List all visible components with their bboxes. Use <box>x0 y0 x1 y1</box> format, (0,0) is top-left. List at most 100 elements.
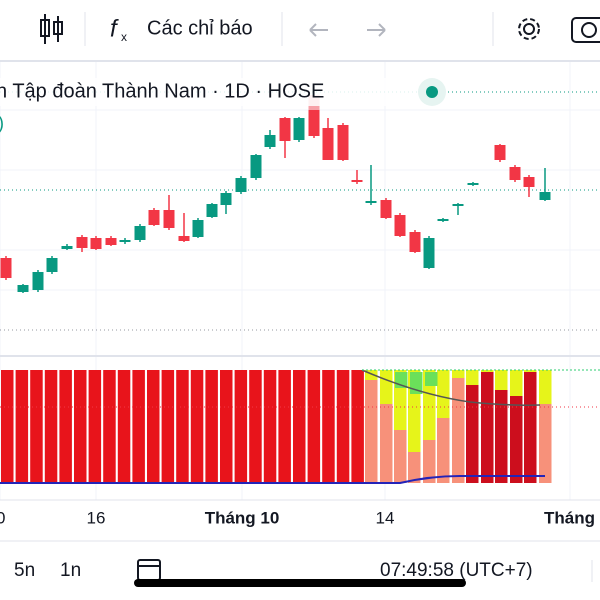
candle-body <box>308 110 320 136</box>
indicator-bar <box>394 430 407 483</box>
indicator-bar <box>117 370 131 483</box>
indicator-bar <box>380 404 393 483</box>
candle-body <box>76 237 88 248</box>
chart-type-button[interactable] <box>40 14 63 44</box>
legend-bg <box>0 78 420 106</box>
snapshot-button[interactable] <box>571 17 600 43</box>
indicator-bar <box>481 372 494 483</box>
time-label: 14 <box>376 508 395 527</box>
candle-body <box>337 125 349 160</box>
indicator-bar <box>220 370 233 483</box>
candle-body <box>46 258 58 272</box>
candles <box>0 95 551 293</box>
candle-body <box>119 240 131 242</box>
indicator-bar <box>176 370 189 483</box>
indicator-bar-top <box>510 370 523 396</box>
indicator-bar-top <box>452 370 465 378</box>
candle-body <box>192 220 204 237</box>
range-button[interactable]: 5n <box>14 560 35 581</box>
indicator-bar-top <box>481 370 494 372</box>
indicator-bar <box>88 370 102 483</box>
candle-body <box>351 180 363 182</box>
indicator-bar <box>510 396 523 483</box>
indicator-bar-top <box>380 370 393 404</box>
indicator-bar <box>452 378 465 483</box>
indicator-bar <box>539 404 552 483</box>
indicators-button[interactable]: Các chỉ báo <box>147 17 253 39</box>
settings-button[interactable] <box>518 18 540 40</box>
goto-date-button[interactable] <box>137 559 161 581</box>
time-label: 16 <box>87 508 106 527</box>
indicator-bar <box>132 370 145 483</box>
candle-body <box>264 135 276 147</box>
indicator-bar <box>365 380 378 483</box>
candle-body <box>235 178 247 192</box>
indicator-bar <box>408 452 421 483</box>
indicator-bar <box>466 385 479 483</box>
indicator-bar <box>249 370 262 483</box>
indicator-bar-top <box>524 370 537 372</box>
indicator-bar <box>30 370 43 483</box>
indicator-bar <box>263 370 277 483</box>
candle-body <box>437 219 449 221</box>
candle-body <box>90 238 102 249</box>
indicator-bar-peak <box>425 372 438 386</box>
indicator-bar <box>437 418 450 483</box>
clock: 07:49:58 (UTC+7) <box>380 560 533 581</box>
indicator-bar <box>44 370 58 483</box>
indicator-pane <box>1 370 552 483</box>
indicator-bar <box>524 372 537 483</box>
candle-body <box>206 204 218 217</box>
fx-icon[interactable]: f <box>110 15 119 42</box>
candle-body <box>105 238 117 245</box>
candle-body <box>279 118 291 141</box>
candle-body <box>380 200 392 218</box>
indicator-bar-top <box>539 370 552 404</box>
candle-body <box>61 246 73 249</box>
indicator-bar <box>1 370 14 483</box>
candle-body <box>250 155 262 178</box>
undo-button[interactable] <box>309 23 328 37</box>
candle-body <box>134 226 146 240</box>
candle-body <box>365 201 377 203</box>
candle-body <box>509 167 521 180</box>
candle-body <box>409 232 421 252</box>
indicator-bar-top <box>365 370 378 380</box>
symbol-legend: n Tập đoàn Thành Nam · 1D · HOSE <box>0 80 324 102</box>
candle-body <box>523 177 535 187</box>
candle-body <box>322 128 334 160</box>
indicator-bar <box>495 390 508 483</box>
candle-body <box>293 118 305 140</box>
candle-body <box>163 210 175 228</box>
indicator-bar <box>147 370 160 483</box>
indicator-bar-top <box>423 370 436 440</box>
time-label: Tháng 10 <box>205 508 280 527</box>
indicator-bar <box>336 370 350 483</box>
indicator-line <box>0 475 545 484</box>
indicator-bar <box>161 370 175 483</box>
indicator-bar <box>74 370 87 483</box>
fx-icon-sub: x <box>121 30 127 44</box>
candle-body <box>467 183 479 185</box>
candle-body <box>539 192 551 200</box>
range-button[interactable]: 1n <box>60 560 81 581</box>
candle-body <box>452 204 464 206</box>
time-label: Tháng <box>544 508 595 527</box>
time-label: 0 <box>0 508 5 527</box>
indicator-curve <box>361 369 541 406</box>
redo-button[interactable] <box>367 23 386 37</box>
indicator-bar <box>205 370 218 483</box>
candle-body <box>494 145 506 160</box>
indicator-bar <box>278 370 291 483</box>
indicator-bar <box>293 370 306 483</box>
candle-body <box>32 272 44 290</box>
legend-value: ) <box>0 113 4 133</box>
candle-body <box>0 258 12 278</box>
indicator-bar <box>322 370 335 483</box>
candle-body <box>148 210 160 225</box>
indicator-bar <box>423 440 436 483</box>
indicator-bar-top <box>495 370 508 390</box>
candle-body <box>17 285 29 292</box>
indicator-bar <box>307 370 321 483</box>
indicator-bar <box>103 370 116 483</box>
